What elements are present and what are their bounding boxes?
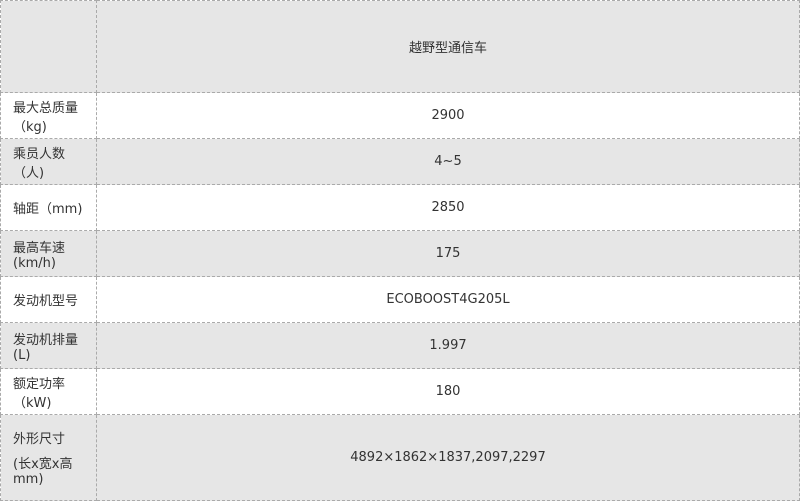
table-row: 外形尺寸 (长x宽x高mm) 4892×1862×1837,2097,2297 (0, 414, 800, 501)
row-label: 乘员人数（人) (0, 138, 97, 185)
row-label: 最大总质量（kg) (0, 92, 97, 139)
table-row: 最大总质量（kg) 2900 (0, 92, 800, 139)
row-label: 外形尺寸 (长x宽x高mm) (0, 414, 97, 501)
header-row: 越野型通信车 (0, 0, 800, 93)
row-value: 180 (96, 368, 800, 415)
header-corner (0, 0, 97, 93)
row-value: 4~5 (96, 138, 800, 185)
table-row: 轴距（mm) 2850 (0, 184, 800, 231)
row-value: 2900 (96, 92, 800, 139)
row-value: 4892×1862×1837,2097,2297 (96, 414, 800, 501)
row-label: 发动机排量(L) (0, 322, 97, 369)
row-label-line2: (长x宽x高mm) (13, 457, 73, 487)
row-value: 2850 (96, 184, 800, 231)
table-row: 额定功率（kW) 180 (0, 368, 800, 415)
vehicle-type-header: 越野型通信车 (96, 0, 800, 93)
row-label: 最高车速(km/h) (0, 230, 97, 277)
row-label-line1: 外形尺寸 (13, 432, 66, 447)
table-row: 发动机排量(L) 1.997 (0, 322, 800, 369)
row-value: 1.997 (96, 322, 800, 369)
table-row: 乘员人数（人) 4~5 (0, 138, 800, 185)
table-row: 发动机型号 ECOBOOST4G205L (0, 276, 800, 323)
row-label: 轴距（mm) (0, 184, 97, 231)
table-row: 最高车速(km/h) 175 (0, 230, 800, 277)
row-label: 发动机型号 (0, 276, 97, 323)
row-label: 额定功率（kW) (0, 368, 97, 415)
row-value: 175 (96, 230, 800, 277)
row-value: ECOBOOST4G205L (96, 276, 800, 323)
